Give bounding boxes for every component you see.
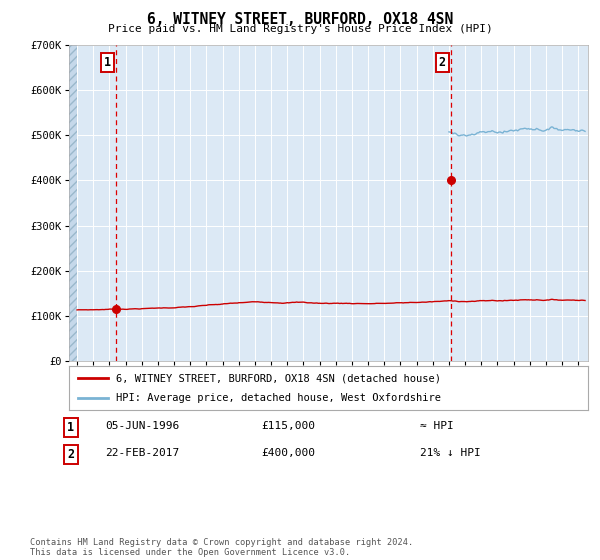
Text: 22-FEB-2017: 22-FEB-2017 (105, 448, 179, 458)
Text: Price paid vs. HM Land Registry's House Price Index (HPI): Price paid vs. HM Land Registry's House … (107, 24, 493, 34)
Text: HPI: Average price, detached house, West Oxfordshire: HPI: Average price, detached house, West… (116, 393, 441, 403)
Text: £400,000: £400,000 (261, 448, 315, 458)
Text: 05-JUN-1996: 05-JUN-1996 (105, 421, 179, 431)
Text: ≈ HPI: ≈ HPI (420, 421, 454, 431)
Text: 1: 1 (67, 421, 74, 434)
Text: 6, WITNEY STREET, BURFORD, OX18 4SN (detached house): 6, WITNEY STREET, BURFORD, OX18 4SN (det… (116, 373, 441, 383)
Text: 21% ↓ HPI: 21% ↓ HPI (420, 448, 481, 458)
Text: 1: 1 (104, 56, 111, 69)
Text: 2: 2 (439, 56, 446, 69)
Text: 2: 2 (67, 448, 74, 461)
Text: 6, WITNEY STREET, BURFORD, OX18 4SN: 6, WITNEY STREET, BURFORD, OX18 4SN (147, 12, 453, 27)
Bar (69, 45, 77, 361)
Text: Contains HM Land Registry data © Crown copyright and database right 2024.
This d: Contains HM Land Registry data © Crown c… (30, 538, 413, 557)
Text: £115,000: £115,000 (261, 421, 315, 431)
